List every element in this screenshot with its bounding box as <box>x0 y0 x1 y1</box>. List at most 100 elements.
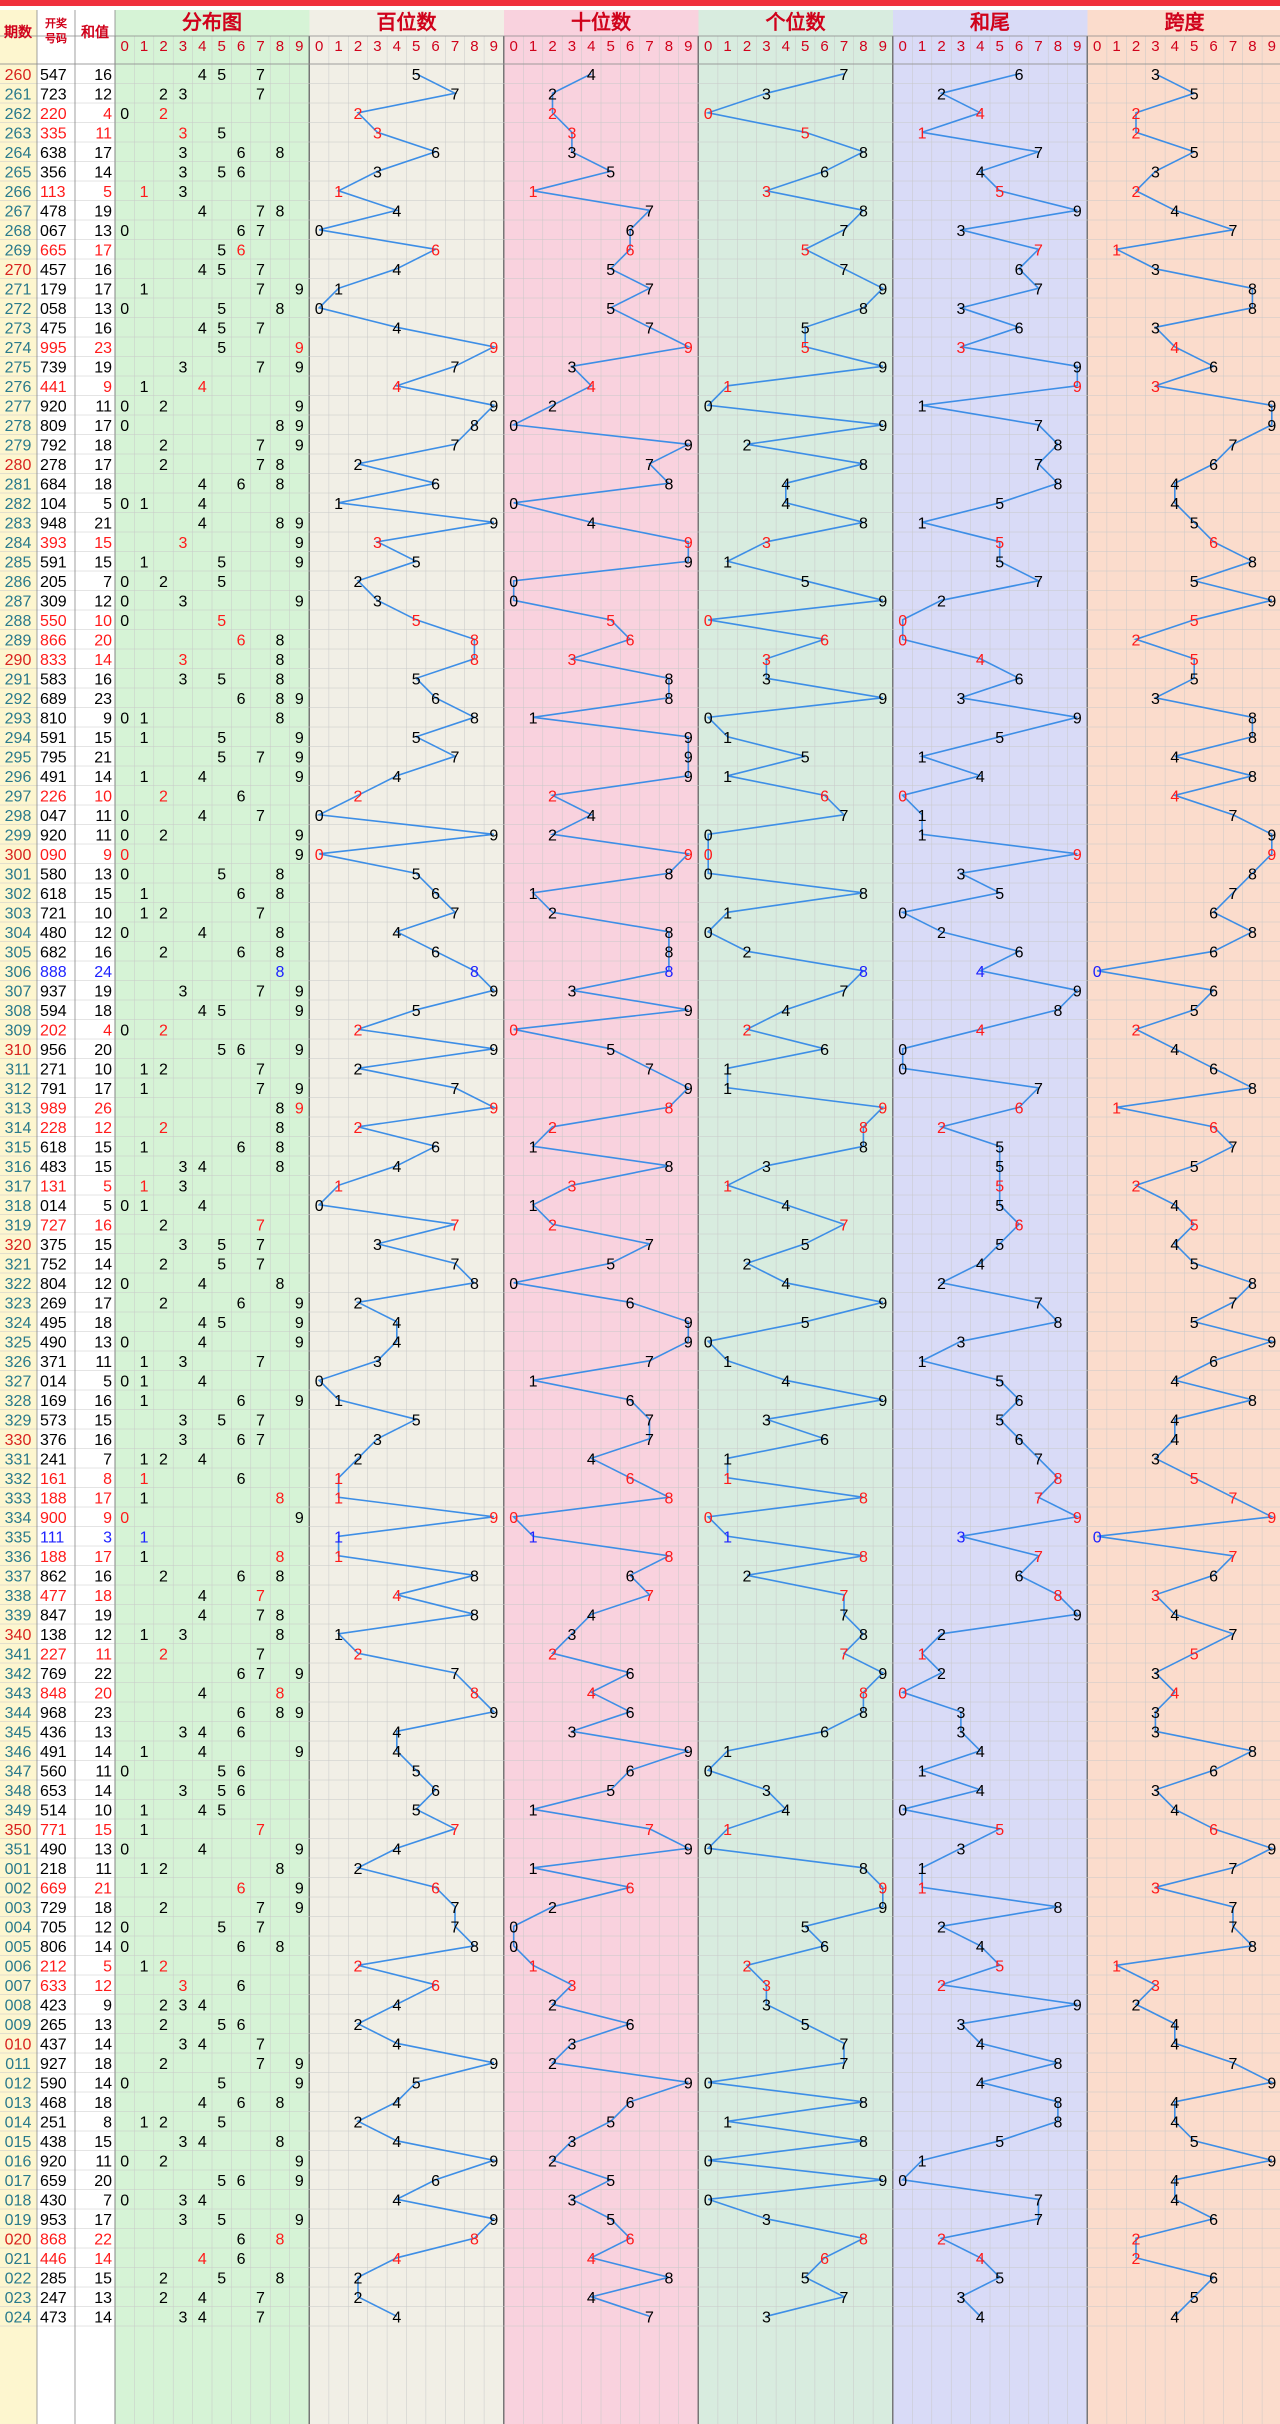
distribution-cell: 7 <box>256 983 265 1000</box>
period-cell: 342 <box>5 1666 32 1683</box>
hundreds-cell: 4 <box>392 769 401 786</box>
tens-cell: 4 <box>587 515 596 532</box>
sum-tail-cell: 1 <box>918 1646 927 1663</box>
draw-number-cell: 441 <box>40 379 67 396</box>
sum-cell: 14 <box>94 1256 112 1273</box>
distribution-digit-header: 6 <box>237 38 245 55</box>
draw-number-cell: 227 <box>40 1646 67 1663</box>
period-cell: 272 <box>5 301 32 318</box>
distribution-cell: 9 <box>295 418 304 435</box>
tens-cell: 7 <box>645 320 654 337</box>
units-cell: 8 <box>859 1490 868 1507</box>
distribution-cell: 6 <box>237 2251 246 2268</box>
sum-cell: 24 <box>94 964 112 981</box>
draw-number-cell: 475 <box>40 320 67 337</box>
span-cell: 0 <box>1093 964 1102 981</box>
sum-cell: 10 <box>94 1061 112 1078</box>
tens-cell: 5 <box>606 1783 615 1800</box>
sum-tail-cell: 6 <box>1015 262 1024 279</box>
sum-tail-cell: 3 <box>956 691 965 708</box>
distribution-cell: 0 <box>120 1198 129 1215</box>
sum-cell: 12 <box>94 1978 112 1995</box>
sum-tail-cell: 0 <box>898 1802 907 1819</box>
distribution-cell: 4 <box>198 925 207 942</box>
sum-tail-cell: 2 <box>937 1120 946 1137</box>
sum-cell: 12 <box>94 925 112 942</box>
sum-cell: 5 <box>103 184 112 201</box>
distribution-cell: 9 <box>295 2075 304 2092</box>
units-digit-header: 9 <box>879 38 887 55</box>
span-cell: 8 <box>1248 1393 1257 1410</box>
span-cell: 6 <box>1209 905 1218 922</box>
sum-cell: 11 <box>95 808 112 825</box>
units-cell: 1 <box>723 1354 732 1371</box>
distribution-cell: 5 <box>217 1237 226 1254</box>
span-cell: 7 <box>1229 1861 1238 1878</box>
period-cell: 283 <box>5 515 32 532</box>
distribution-cell: 0 <box>120 1022 129 1039</box>
draw-number-cell: 653 <box>40 1783 67 1800</box>
span-cell: 2 <box>1132 2231 1141 2248</box>
distribution-cell: 3 <box>178 1724 187 1741</box>
sum-tail-cell: 7 <box>1034 1295 1043 1312</box>
hundreds-cell: 7 <box>451 1822 460 1839</box>
period-cell: 289 <box>5 632 32 649</box>
tens-cell: 6 <box>626 1880 635 1897</box>
distribution-digit-header: 9 <box>295 38 303 55</box>
draw-number-cell: 437 <box>40 2036 67 2053</box>
units-cell: 8 <box>859 515 868 532</box>
distribution-cell: 1 <box>140 1373 149 1390</box>
distribution-digit-header: 1 <box>140 38 148 55</box>
distribution-cell: 6 <box>237 223 246 240</box>
distribution-cell: 5 <box>217 730 226 747</box>
distribution-cell: 8 <box>275 1100 284 1117</box>
sum-cell: 4 <box>103 1022 112 1039</box>
sum-tail-cell: 8 <box>1053 2056 1062 2073</box>
draw-number-cell: 594 <box>40 1003 67 1020</box>
distribution-cell: 9 <box>295 1393 304 1410</box>
tens-cell: 1 <box>529 184 538 201</box>
distribution-cell: 6 <box>237 476 246 493</box>
distribution-cell: 4 <box>198 1841 207 1858</box>
sum-tail-cell: 4 <box>976 769 985 786</box>
sum-cell: 8 <box>103 2114 112 2131</box>
hundreds-digit-header: 6 <box>431 38 439 55</box>
units-cell: 0 <box>704 1841 713 1858</box>
span-cell: 7 <box>1229 808 1238 825</box>
tens-cell: 1 <box>529 1373 538 1390</box>
span-cell: 6 <box>1209 457 1218 474</box>
draw-number-cell: 491 <box>40 769 67 786</box>
span-cell: 2 <box>1132 1022 1141 1039</box>
draw-number-cell: 188 <box>40 1549 67 1566</box>
distribution-cell: 5 <box>217 67 226 84</box>
hundreds-cell: 4 <box>392 2251 401 2268</box>
tens-digit-header: 7 <box>645 38 653 55</box>
distribution-cell: 9 <box>295 749 304 766</box>
distribution-cell: 5 <box>217 2075 226 2092</box>
sum-cell: 14 <box>94 1939 112 1956</box>
span-cell: 9 <box>1267 847 1276 864</box>
hundreds-cell: 6 <box>431 145 440 162</box>
units-cell: 8 <box>859 2231 868 2248</box>
sum-tail-cell: 4 <box>976 2251 985 2268</box>
hundreds-cell: 1 <box>334 1393 343 1410</box>
tens-cell: 4 <box>587 1451 596 1468</box>
tens-cell: 5 <box>606 613 615 630</box>
tens-cell: 8 <box>664 944 673 961</box>
hundreds-cell: 5 <box>412 613 421 630</box>
draw-number-cell: 138 <box>40 1627 67 1644</box>
distribution-cell: 9 <box>295 2153 304 2170</box>
period-cell: 273 <box>5 320 32 337</box>
draw-number-cell: 618 <box>40 886 67 903</box>
distribution-cell: 6 <box>237 1432 246 1449</box>
distribution-cell: 1 <box>140 1549 149 1566</box>
distribution-cell: 0 <box>120 808 129 825</box>
period-cell: 264 <box>5 145 32 162</box>
draw-number-cell: 573 <box>40 1412 67 1429</box>
span-cell: 8 <box>1248 1744 1257 1761</box>
distribution-cell: 3 <box>178 2212 187 2229</box>
sum-tail-cell: 4 <box>976 164 985 181</box>
tens-cell: 6 <box>626 2095 635 2112</box>
period-cell: 299 <box>5 827 32 844</box>
